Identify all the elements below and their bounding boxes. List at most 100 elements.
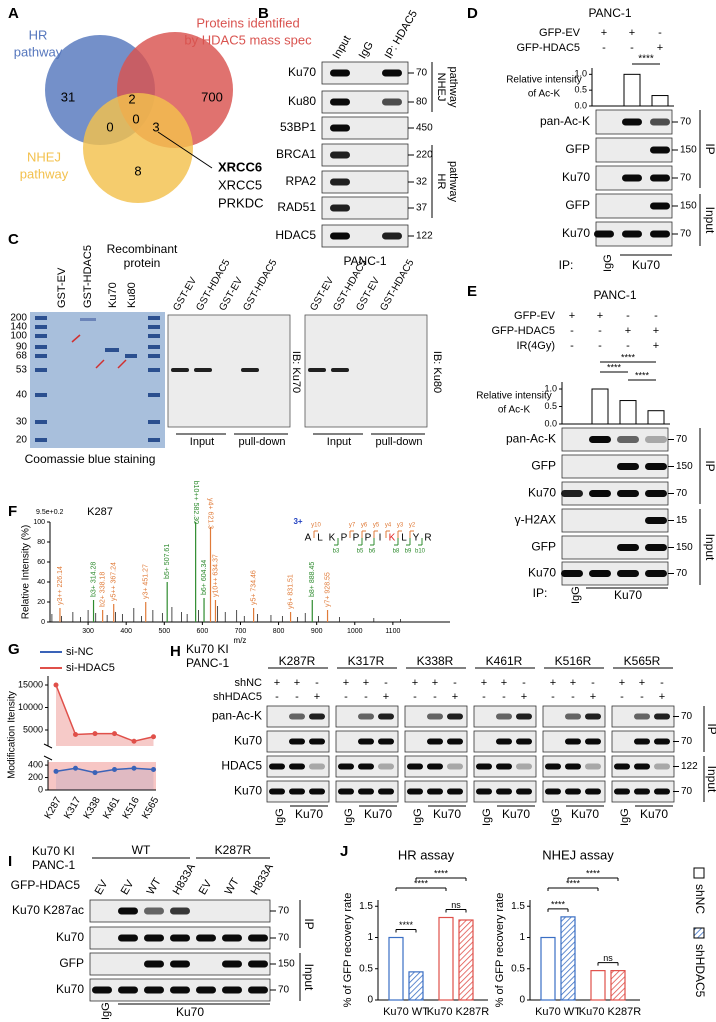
x-tick-label: Ku70 K287R — [579, 1006, 641, 1018]
sign: + — [653, 325, 659, 337]
mw-label: 70 — [680, 173, 692, 184]
sign: - — [295, 691, 299, 703]
ion-label: b5 — [357, 549, 364, 555]
blot-band — [289, 713, 305, 720]
header: Recombinant — [107, 242, 178, 256]
residue: R — [424, 533, 431, 544]
y-tick-label: 0.5 — [359, 963, 373, 974]
ion-label: b8 — [393, 549, 400, 555]
peak-label: b6+ 604.34 — [201, 560, 208, 595]
mutant-label: K565R — [624, 654, 661, 668]
sign: + — [274, 677, 280, 689]
significance: **** — [399, 920, 414, 930]
y-tick-label: 0 — [519, 995, 525, 1006]
sign: + — [570, 677, 576, 689]
lane-label: IgG — [619, 808, 631, 826]
axis-label: Relative intensity — [476, 391, 552, 402]
ib-label: IB: Ku80 — [431, 351, 443, 393]
marker-band — [35, 368, 47, 372]
rule — [95, 359, 105, 369]
ip-label: IP: — [559, 258, 574, 272]
marker-band — [148, 334, 160, 338]
y-tick-label: 15000 — [18, 679, 43, 689]
marker-label: 140 — [10, 322, 27, 333]
group-label: NHEJ — [435, 73, 447, 102]
sign: + — [383, 691, 389, 703]
chart-title: NHEJ assay — [542, 847, 614, 862]
lane-label: Ku70 — [571, 807, 599, 821]
blot-band — [358, 713, 374, 720]
blot-band — [617, 490, 639, 497]
point — [131, 765, 137, 771]
group-label: Input — [190, 436, 214, 448]
marker-band — [35, 438, 47, 442]
blot-band — [565, 788, 581, 795]
blot-band — [650, 146, 670, 154]
group-label: Input — [302, 964, 316, 991]
mutant-label: K516R — [555, 654, 592, 668]
x-tick-label: K565 — [140, 795, 161, 821]
marker-label: 100 — [10, 331, 27, 342]
y-tick-label: 0.5 — [544, 401, 557, 411]
residue: L — [317, 533, 323, 544]
gene-label: PRKDC — [218, 195, 264, 210]
group-label: Input — [327, 436, 351, 448]
sign: + — [597, 310, 603, 322]
y-tick-label: 100 — [33, 519, 45, 526]
condition-label: GFP-EV — [514, 310, 556, 322]
x-tick-label: 300 — [82, 628, 94, 635]
marker-label: 200 — [10, 313, 27, 324]
panel-label: D — [467, 5, 478, 22]
mw-label: 70 — [676, 568, 688, 579]
sign: + — [590, 691, 596, 703]
blot-band — [622, 230, 642, 238]
point — [53, 682, 59, 688]
significance: **** — [434, 868, 449, 878]
header: protein — [124, 256, 161, 270]
blot-band — [585, 738, 601, 745]
blot-band — [330, 232, 350, 240]
row-label: Ku70 — [234, 734, 262, 748]
sign: - — [630, 42, 634, 54]
row-label: HDAC5 — [221, 759, 262, 773]
blot-band — [427, 713, 443, 720]
area-fill — [48, 762, 156, 790]
mw-label: 70 — [681, 786, 693, 797]
y-tick-label: 200 — [28, 772, 43, 782]
y-tick-label: 0.0 — [574, 100, 587, 110]
y-tick-label: 0 — [367, 995, 373, 1006]
row-label: Ku70 — [528, 566, 556, 580]
lane-label: H833A — [249, 861, 277, 897]
x-tick-label: 1100 — [385, 628, 400, 635]
bar — [619, 400, 637, 425]
blot-band — [650, 118, 670, 126]
lane-label: EV — [93, 878, 111, 897]
marker-band — [35, 420, 47, 424]
blot-band — [650, 202, 670, 210]
charge: 3+ — [293, 517, 302, 526]
blot-band — [382, 69, 402, 77]
sign: - — [626, 340, 630, 352]
x-tick-label: K516 — [121, 795, 142, 821]
axis-label: Relative intensity — [506, 75, 582, 86]
mw-label: 122 — [681, 761, 698, 772]
sign: + — [521, 691, 527, 703]
gene-label: XRCC5 — [218, 177, 262, 192]
blot-band — [496, 738, 512, 745]
sign: - — [413, 691, 417, 703]
y-tick-label: 0.0 — [544, 418, 557, 428]
header: Ku70 KI — [186, 642, 229, 656]
residue: P — [353, 533, 360, 544]
sign: - — [660, 677, 664, 689]
blot-band — [645, 490, 667, 497]
blot-band — [565, 713, 581, 720]
venn-set-label: pathway — [20, 166, 69, 181]
sign: - — [344, 691, 348, 703]
sign: + — [659, 691, 665, 703]
significance: **** — [621, 352, 636, 362]
marker-band — [148, 316, 160, 320]
blot-band — [170, 907, 190, 915]
cell-label: PANC-1 — [588, 6, 631, 20]
blot-band — [447, 788, 463, 795]
y-tick-label: 1 — [367, 932, 373, 943]
